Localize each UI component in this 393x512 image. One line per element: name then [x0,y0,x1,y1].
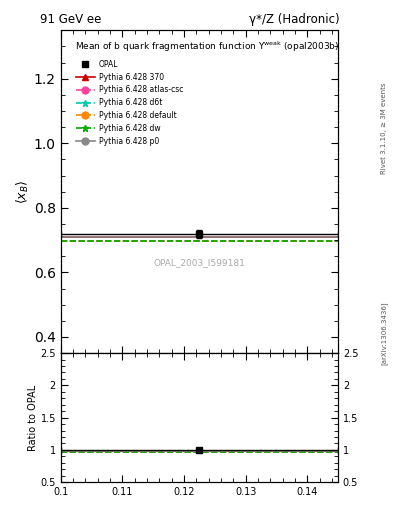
Text: Mean of b quark fragmentation function Υ$^{\mathregular{weak}}$ (opal2003b): Mean of b quark fragmentation function Υ… [75,40,339,54]
Text: γ*/Z (Hadronic): γ*/Z (Hadronic) [250,13,340,26]
Y-axis label: $\langle x_B \rangle$: $\langle x_B \rangle$ [15,180,31,204]
Text: OPAL_2003_I599181: OPAL_2003_I599181 [153,258,245,267]
Text: Rivet 3.1.10, ≥ 3M events: Rivet 3.1.10, ≥ 3M events [381,82,387,174]
Text: 91 GeV ee: 91 GeV ee [40,13,101,26]
Text: [arXiv:1306.3436]: [arXiv:1306.3436] [380,301,387,365]
Y-axis label: Ratio to OPAL: Ratio to OPAL [28,385,38,451]
Legend: OPAL, Pythia 6.428 370, Pythia 6.428 atlas-csc, Pythia 6.428 d6t, Pythia 6.428 d: OPAL, Pythia 6.428 370, Pythia 6.428 atl… [73,57,186,149]
